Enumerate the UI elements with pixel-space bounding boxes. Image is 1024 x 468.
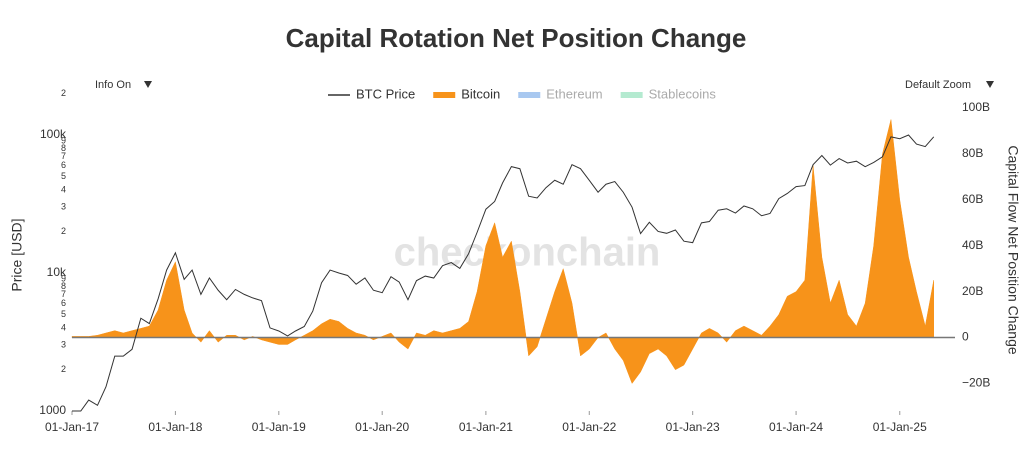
legend-swatch (433, 92, 456, 98)
y-tick-label: 6 (61, 298, 66, 308)
info-toggle[interactable]: Info On (95, 79, 131, 91)
y2-tick-label: 20B (962, 284, 983, 298)
y-tick-label: 5 (61, 171, 66, 181)
x-tick-label: 01-Jan-19 (252, 420, 306, 434)
y2-tick-label: 100B (962, 100, 990, 114)
y-tick-label: 8 (61, 281, 66, 291)
y-tick-label: 9 (61, 274, 66, 284)
x-tick-label: 01-Jan-18 (148, 420, 202, 434)
dropdown-arrow[interactable] (986, 81, 994, 88)
y2-tick-label: −20B (962, 376, 990, 390)
y-tick-label: 2 (61, 364, 66, 374)
x-tick-label: 01-Jan-20 (355, 420, 409, 434)
price-line (72, 134, 935, 412)
y-tick-label: 2 (61, 226, 66, 236)
dropdown-arrow[interactable] (144, 81, 152, 88)
y2-tick-label: 0 (962, 330, 969, 344)
x-tick-label: 01-Jan-21 (459, 420, 513, 434)
x-tick-label: 01-Jan-22 (562, 420, 616, 434)
x-tick-label: 01-Jan-25 (873, 420, 927, 434)
y-tick-label: 3 (61, 202, 66, 212)
y-tick-label: 4 (61, 322, 66, 332)
area (71, 119, 935, 384)
y-tick-label: 9 (61, 136, 66, 146)
y-tick-label: 6 (61, 160, 66, 170)
legend-label[interactable]: Bitcoin (461, 86, 500, 101)
y-tick-label: 8 (61, 143, 66, 153)
y-tick-label: 7 (61, 151, 66, 161)
y-axis-label: Price [USD] (9, 218, 25, 291)
y2-axis-label: Capital Flow Net Position Change (1005, 145, 1021, 355)
y-tick-label: 1000 (39, 403, 66, 417)
legend-label[interactable]: Stablecoins (649, 86, 717, 101)
y2-tick-label: 60B (962, 192, 983, 206)
zoom-toggle[interactable]: Default Zoom (905, 79, 971, 91)
legend-swatch (620, 92, 643, 98)
legend-swatch (518, 92, 541, 98)
y-tick-label: 5 (61, 309, 66, 319)
watermark: checkonchain (394, 231, 661, 275)
chart-title: Capital Rotation Net Position Change (286, 23, 747, 53)
legend-label[interactable]: Ethereum (546, 86, 602, 101)
x-tick-label: 01-Jan-17 (45, 420, 99, 434)
legend-label[interactable]: BTC Price (356, 86, 415, 101)
y2-tick-label: 40B (962, 238, 983, 252)
y-tick-label: 2 (61, 88, 66, 98)
y-tick-label: 10k (47, 265, 67, 279)
y-tick-label: 100k (40, 127, 67, 141)
y-tick-label: 3 (61, 340, 66, 350)
x-tick-label: 01-Jan-24 (769, 420, 823, 434)
x-tick-label: 01-Jan-23 (666, 420, 720, 434)
y-tick-label: 7 (61, 289, 66, 299)
y2-tick-label: 80B (962, 146, 983, 160)
y-tick-label: 4 (61, 184, 66, 194)
